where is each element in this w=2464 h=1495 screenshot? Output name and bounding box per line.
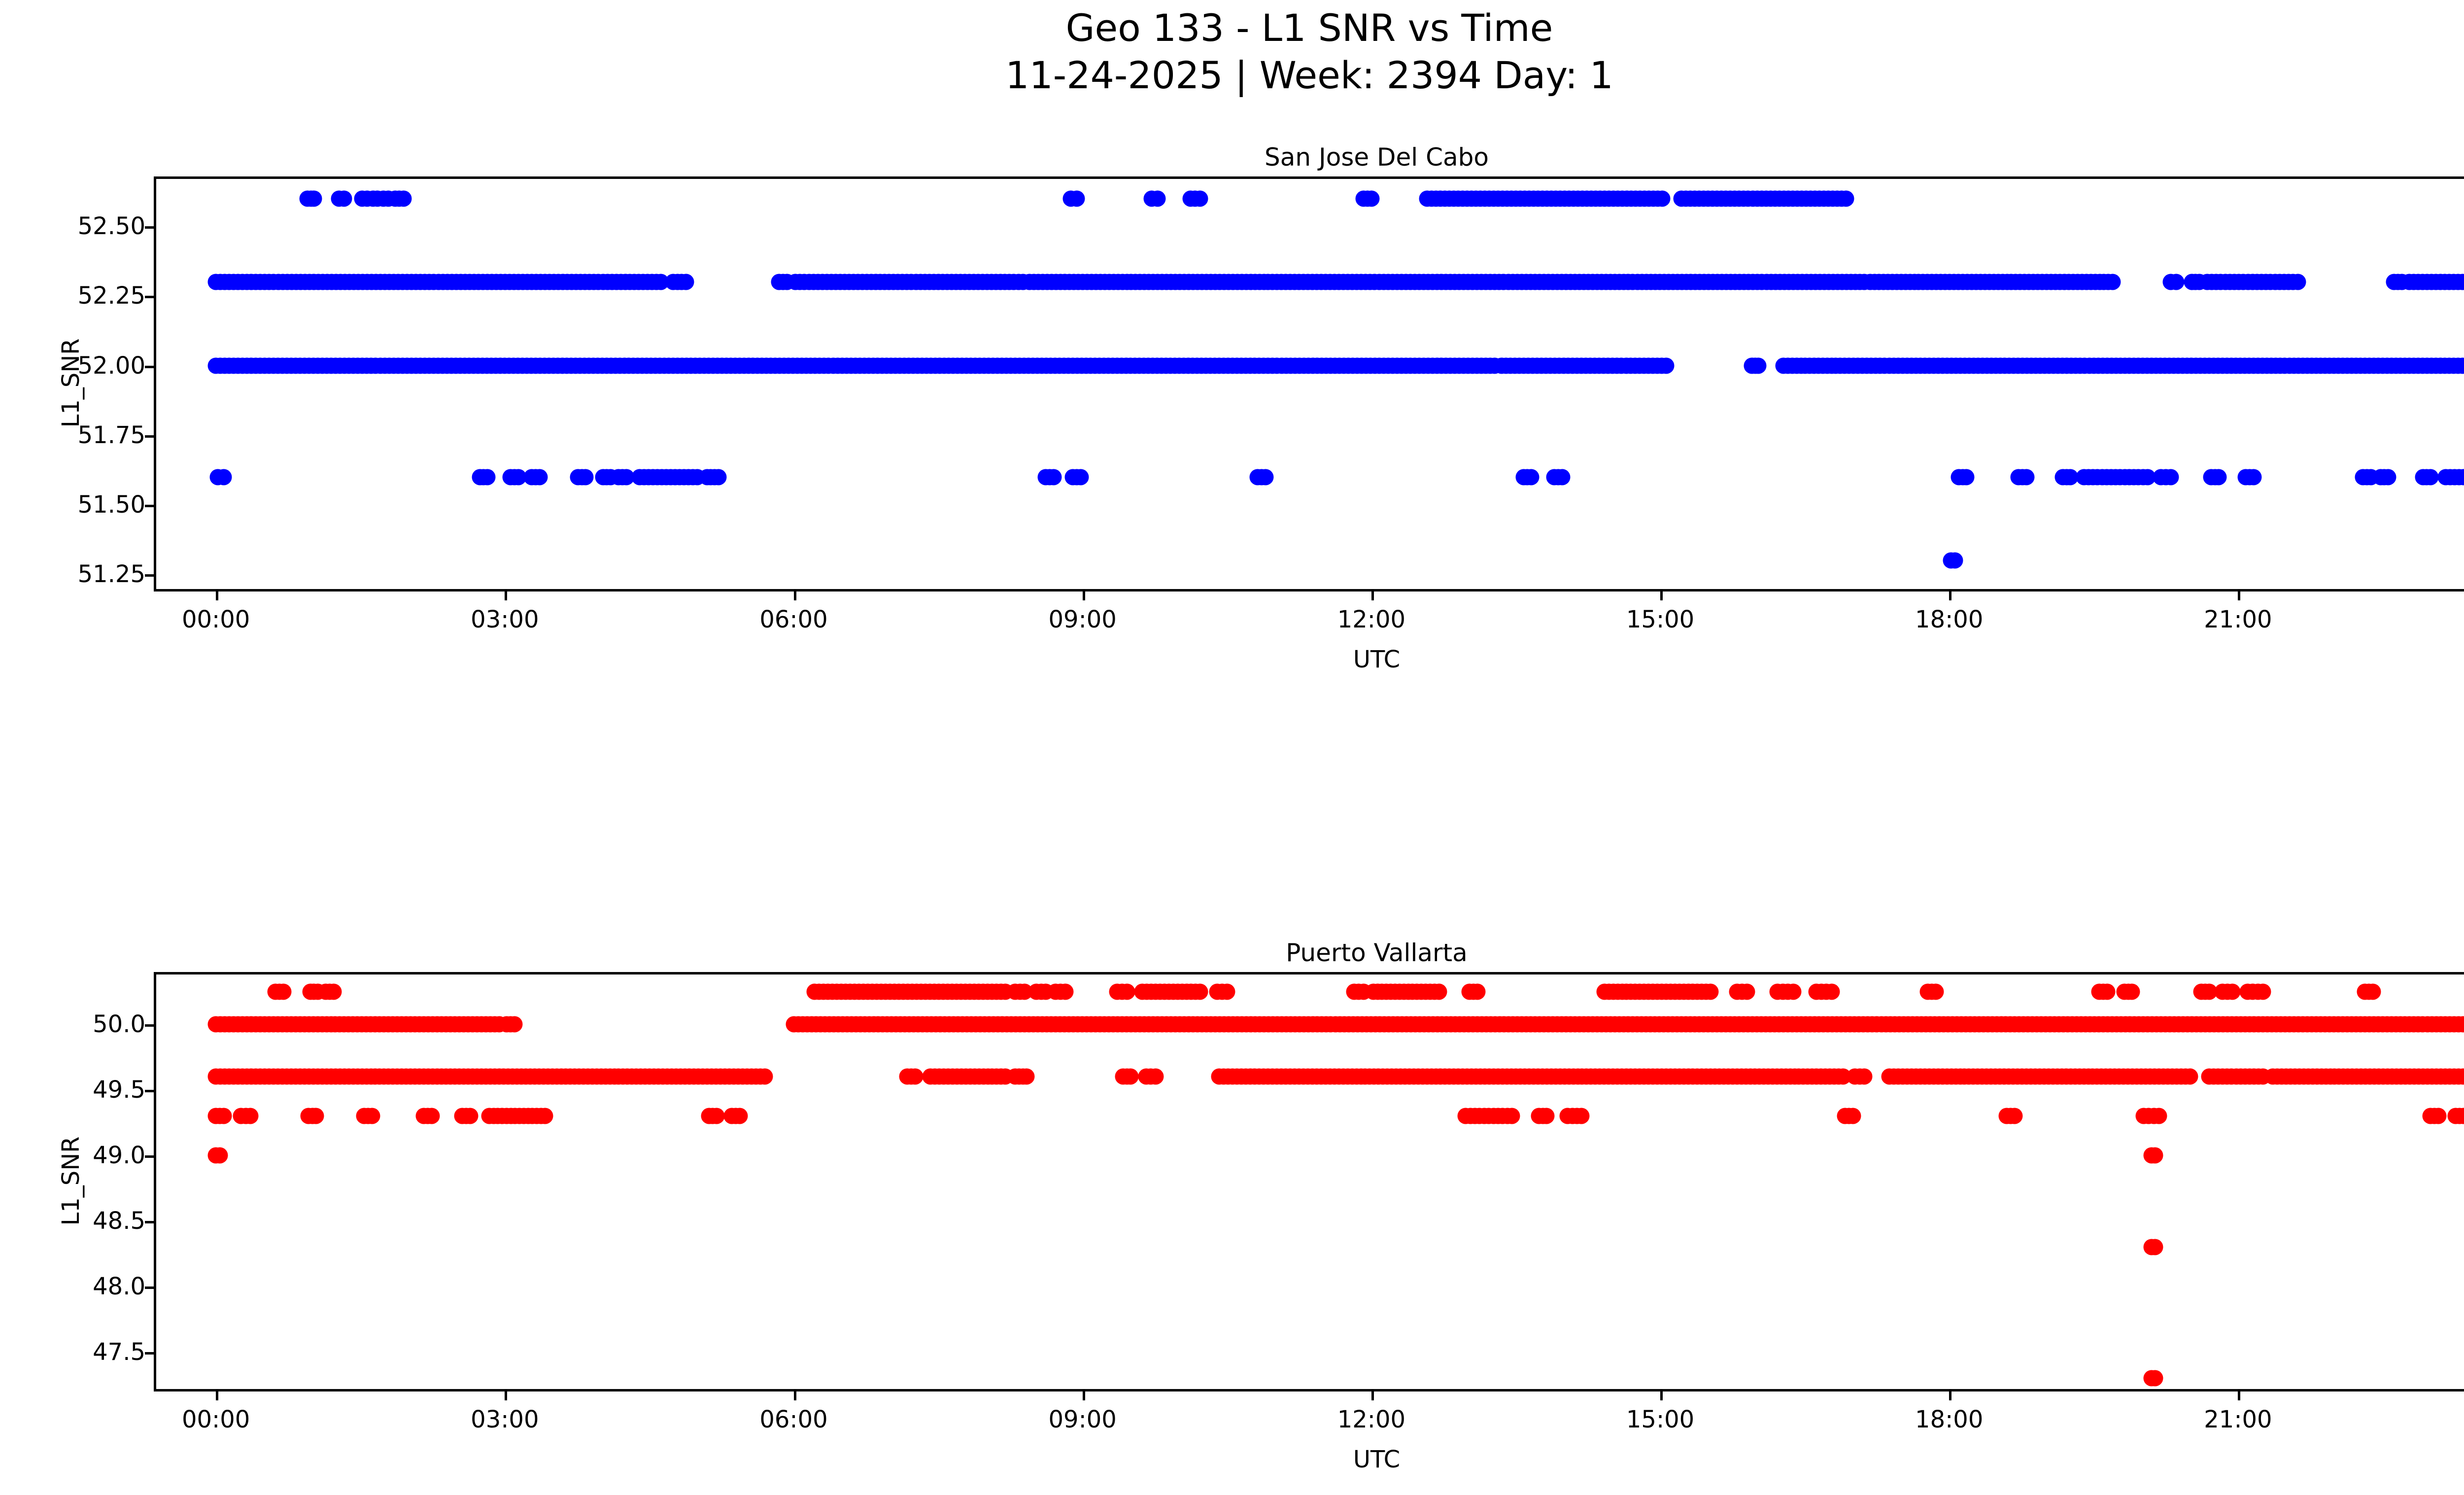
- x-tick-label: 21:00: [2204, 606, 2272, 633]
- x-tick-label: 03:00: [471, 606, 539, 633]
- y-tick-label: 48.5: [93, 1207, 145, 1235]
- plot-area-bottom: [156, 974, 2464, 1389]
- x-axis-label-top: UTC: [1353, 646, 1401, 673]
- x-tick-mark: [1371, 1389, 1374, 1400]
- x-tick-label: 15:00: [1626, 1406, 1695, 1433]
- y-axis-label-top: L1_SNR: [57, 338, 85, 428]
- x-tick-mark: [1082, 1389, 1085, 1400]
- x-tick-mark: [505, 589, 508, 600]
- x-axis-label-bottom: UTC: [1353, 1446, 1401, 1473]
- subplot-title-san-jose-del-cabo: San Jose Del Cabo: [1265, 143, 1489, 172]
- y-tick-label: 51.25: [77, 560, 145, 589]
- y-tick-label: 52.50: [77, 212, 145, 241]
- y-axis-label-bottom: L1_SNR: [57, 1136, 85, 1226]
- x-tick-mark: [793, 1389, 796, 1400]
- x-tick-mark: [1371, 589, 1374, 600]
- figure-suptitle-line1: Geo 133 - L1 SNR vs Time: [1065, 6, 1553, 50]
- x-tick-mark: [505, 1389, 508, 1400]
- y-tick-label: 51.75: [77, 421, 145, 449]
- y-tick-mark: [145, 1024, 156, 1027]
- x-tick-mark: [1949, 1389, 1952, 1400]
- x-tick-label: 06:00: [759, 1406, 828, 1433]
- y-tick-label: 49.0: [93, 1141, 145, 1169]
- y-tick-label: 52.00: [77, 351, 145, 380]
- x-tick-label: 21:00: [2204, 1406, 2272, 1433]
- y-tick-mark: [145, 365, 156, 368]
- y-tick-mark: [145, 1220, 156, 1223]
- plot-area-top: [156, 179, 2464, 589]
- x-tick-label: 00:00: [181, 606, 250, 633]
- x-tick-mark: [216, 1389, 219, 1400]
- y-tick-mark: [145, 574, 156, 577]
- y-tick-label: 52.25: [77, 282, 145, 310]
- x-tick-mark: [1082, 589, 1085, 600]
- data-point-series: [156, 974, 2464, 1389]
- x-tick-label: 00:00: [181, 1406, 250, 1433]
- x-tick-label: 12:00: [1337, 1406, 1406, 1433]
- x-tick-label: 03:00: [471, 1406, 539, 1433]
- x-tick-label: 06:00: [759, 606, 828, 633]
- x-tick-label: 09:00: [1048, 1406, 1117, 1433]
- y-tick-label: 49.5: [93, 1076, 145, 1104]
- x-tick-mark: [1949, 589, 1952, 600]
- y-tick-mark: [145, 1352, 156, 1355]
- y-tick-mark: [145, 226, 156, 229]
- x-tick-mark: [2238, 589, 2241, 600]
- scatter-plot-puerto-vallarta: 50.0 49.5 49.0 48.5 48.0 47.5 00:00 03:00 06:00 0…: [93, 972, 2464, 1433]
- y-tick-mark: [145, 1155, 156, 1158]
- x-tick-mark: [2238, 1389, 2241, 1400]
- y-tick-label: 48.0: [93, 1272, 145, 1300]
- subplot-title-puerto-vallarta: Puerto Vallarta: [1286, 939, 1468, 967]
- y-tick-mark: [145, 1286, 156, 1289]
- x-tick-mark: [216, 589, 219, 600]
- x-tick-label: 15:00: [1626, 606, 1695, 633]
- scatter-plot-san-jose-del-cabo: 52.50 52.25 52.00 51.75 51.50 51.25 00:00 03:00…: [78, 176, 2464, 633]
- y-tick-label: 47.5: [93, 1338, 145, 1366]
- figure-suptitle-line2: 11-24-2025 | Week: 2394 Day: 1: [1005, 53, 1613, 97]
- y-tick-mark: [145, 1090, 156, 1093]
- x-tick-label: 18:00: [1915, 1406, 1984, 1433]
- y-tick-label: 51.50: [77, 491, 145, 519]
- x-tick-mark: [793, 589, 796, 600]
- x-tick-mark: [1660, 1389, 1663, 1400]
- y-tick-mark: [145, 296, 156, 299]
- data-point-series: [156, 179, 2464, 589]
- x-tick-mark: [1660, 589, 1663, 600]
- x-tick-label: 12:00: [1337, 606, 1406, 633]
- y-tick-label: 50.0: [93, 1010, 145, 1039]
- y-tick-mark: [145, 505, 156, 508]
- x-tick-label: 18:00: [1915, 606, 1984, 633]
- x-tick-label: 09:00: [1048, 606, 1117, 633]
- y-tick-mark: [145, 435, 156, 438]
